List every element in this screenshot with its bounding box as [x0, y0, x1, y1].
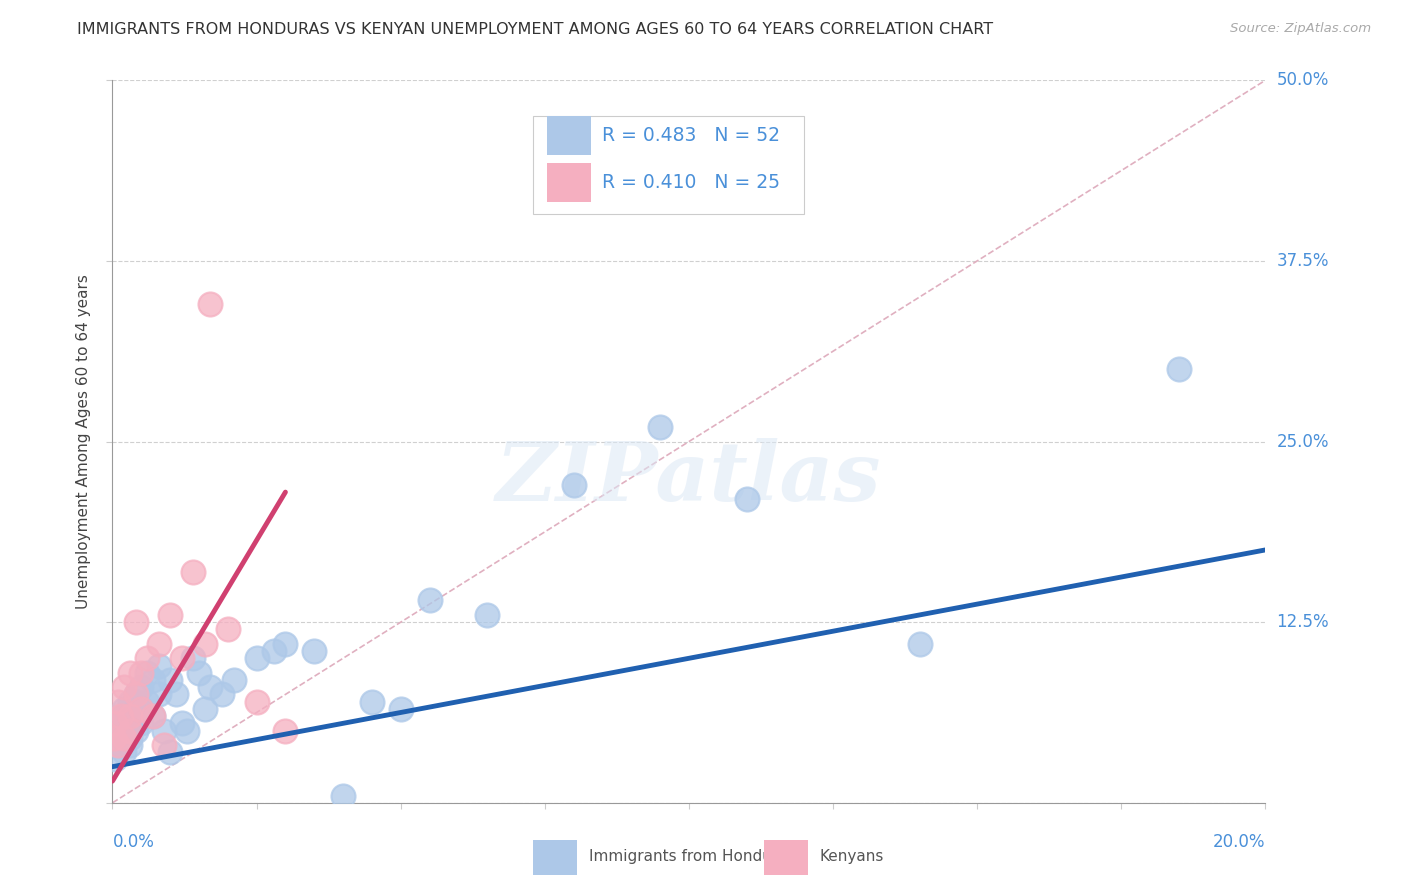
Text: Source: ZipAtlas.com: Source: ZipAtlas.com: [1230, 22, 1371, 36]
Text: 12.5%: 12.5%: [1277, 613, 1329, 632]
Point: [246, 695, 269, 709]
Point: [142, 709, 165, 723]
Point: [181, 565, 204, 579]
Y-axis label: Unemployment Among Ages 60 to 64 years: Unemployment Among Ages 60 to 64 years: [76, 274, 91, 609]
Text: Kenyans: Kenyans: [820, 849, 883, 864]
Point: [103, 731, 125, 745]
Point: [124, 615, 146, 630]
Point: [118, 731, 141, 745]
Point: [118, 716, 141, 731]
Point: [124, 687, 146, 701]
Point: [650, 420, 672, 434]
Point: [148, 658, 170, 673]
Point: [222, 673, 245, 687]
Point: [159, 673, 181, 687]
Text: IMMIGRANTS FROM HONDURAS VS KENYAN UNEMPLOYMENT AMONG AGES 60 TO 64 YEARS CORREL: IMMIGRANTS FROM HONDURAS VS KENYAN UNEMP…: [77, 22, 994, 37]
Point: [110, 716, 132, 731]
Point: [194, 637, 217, 651]
Point: [118, 695, 141, 709]
Point: [200, 297, 222, 311]
Point: [107, 695, 129, 709]
Point: [107, 738, 129, 752]
Point: [112, 723, 135, 738]
Text: 37.5%: 37.5%: [1277, 252, 1329, 270]
Point: [129, 665, 153, 680]
FancyBboxPatch shape: [533, 117, 804, 214]
Point: [124, 723, 146, 738]
Point: [107, 731, 129, 745]
FancyBboxPatch shape: [763, 840, 807, 875]
Point: [159, 745, 181, 759]
Point: [124, 709, 146, 723]
Point: [142, 709, 165, 723]
Point: [165, 687, 187, 701]
Point: [217, 623, 239, 637]
Point: [142, 673, 165, 687]
Point: [136, 651, 159, 665]
Point: [389, 702, 412, 716]
Point: [263, 644, 285, 658]
Point: [148, 687, 170, 701]
Point: [136, 695, 159, 709]
Point: [112, 680, 135, 694]
Point: [419, 593, 441, 607]
Point: [360, 695, 382, 709]
Text: 25.0%: 25.0%: [1277, 433, 1329, 450]
Text: R = 0.410   N = 25: R = 0.410 N = 25: [603, 173, 780, 192]
FancyBboxPatch shape: [547, 116, 591, 155]
Point: [211, 687, 233, 701]
Point: [118, 723, 141, 738]
Point: [104, 752, 127, 766]
Point: [188, 665, 211, 680]
Point: [124, 695, 146, 709]
Point: [118, 709, 141, 723]
Point: [274, 723, 297, 738]
Point: [159, 607, 181, 622]
Point: [124, 687, 146, 701]
FancyBboxPatch shape: [547, 162, 591, 202]
Point: [129, 680, 153, 694]
Point: [112, 745, 135, 759]
Point: [129, 702, 153, 716]
Point: [274, 637, 297, 651]
Point: [112, 709, 135, 723]
Text: 0.0%: 0.0%: [112, 833, 155, 851]
Point: [118, 702, 141, 716]
Point: [136, 665, 159, 680]
Text: Immigrants from Honduras: Immigrants from Honduras: [589, 849, 796, 864]
Point: [735, 492, 758, 507]
Point: [475, 607, 499, 622]
Point: [129, 716, 153, 731]
Point: [194, 702, 217, 716]
Point: [148, 637, 170, 651]
Point: [908, 637, 931, 651]
Point: [170, 716, 193, 731]
Point: [110, 709, 132, 723]
Point: [112, 702, 135, 716]
Point: [332, 789, 354, 803]
Point: [112, 731, 135, 745]
Point: [153, 723, 176, 738]
Text: 20.0%: 20.0%: [1213, 833, 1265, 851]
Point: [104, 716, 127, 731]
Point: [153, 738, 176, 752]
Text: R = 0.483   N = 52: R = 0.483 N = 52: [603, 126, 780, 145]
Point: [1167, 362, 1189, 376]
Point: [118, 738, 141, 752]
Point: [200, 680, 222, 694]
Text: ZIPatlas: ZIPatlas: [496, 438, 882, 517]
Point: [304, 644, 326, 658]
Point: [170, 651, 193, 665]
Point: [562, 478, 585, 492]
Point: [107, 738, 129, 752]
FancyBboxPatch shape: [533, 840, 576, 875]
Text: 50.0%: 50.0%: [1277, 71, 1329, 89]
Point: [118, 665, 141, 680]
Point: [129, 702, 153, 716]
Point: [176, 723, 198, 738]
Point: [246, 651, 269, 665]
Point: [181, 651, 204, 665]
